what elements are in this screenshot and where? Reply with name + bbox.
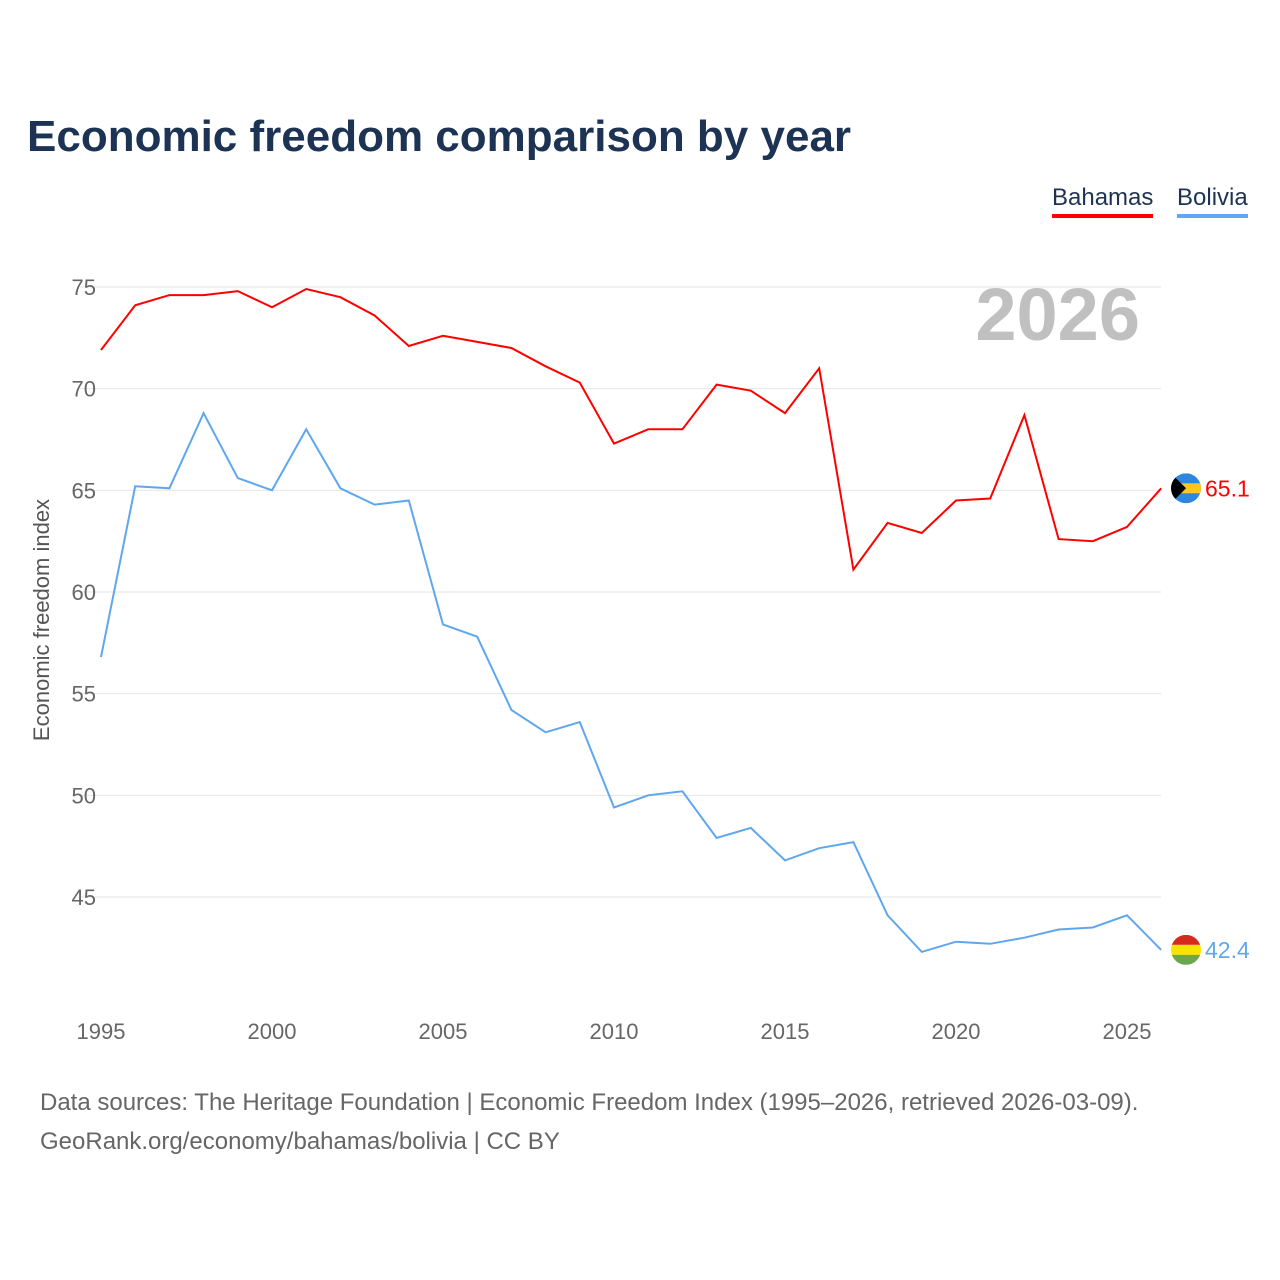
- legend-bolivia[interactable]: Bolivia: [1177, 184, 1248, 218]
- y-tick-label: 45: [72, 885, 96, 910]
- end-value-label: 65.1: [1205, 475, 1250, 501]
- year-watermark: 2026: [975, 273, 1140, 356]
- flag-stripe: [1171, 944, 1201, 955]
- y-tick-label: 65: [72, 478, 96, 503]
- flag-bolivia-icon: [1171, 934, 1201, 965]
- legend-bahamas[interactable]: Bahamas: [1052, 184, 1154, 218]
- flag-body: [1171, 473, 1201, 504]
- chart-title: Economic freedom comparison by year: [27, 112, 852, 161]
- flag-stripe: [1171, 954, 1201, 965]
- flag-triangle: [1171, 473, 1186, 504]
- x-tick-label: 2015: [761, 1019, 810, 1044]
- flag-stripe: [1171, 934, 1201, 945]
- x-tick-label: 1995: [77, 1019, 126, 1044]
- series-line-bolivia: [100, 410, 1162, 954]
- end-value-label: 42.4: [1205, 937, 1250, 963]
- y-tick-label: 55: [72, 682, 96, 707]
- x-tick-label: 2010: [590, 1019, 639, 1044]
- footer-sources: Data sources: The Heritage Foundation | …: [40, 1089, 1139, 1116]
- flag-bahamas-icon: [1171, 473, 1201, 504]
- y-tick-label: 75: [72, 275, 96, 300]
- x-tick-label: 2020: [932, 1019, 981, 1044]
- y-tick-label: 70: [72, 377, 96, 402]
- footer-link[interactable]: GeoRank.org/economy/bahamas/bolivia | CC…: [40, 1128, 560, 1155]
- x-tick-label: 2025: [1103, 1019, 1152, 1044]
- x-tick-label: 2005: [419, 1019, 468, 1044]
- flag-body: [1171, 934, 1201, 965]
- y-tick-label: 60: [72, 580, 96, 605]
- x-tick-label: 2000: [248, 1019, 297, 1044]
- series-line-bahamas: [100, 287, 1162, 573]
- y-tick-label: 50: [72, 783, 96, 808]
